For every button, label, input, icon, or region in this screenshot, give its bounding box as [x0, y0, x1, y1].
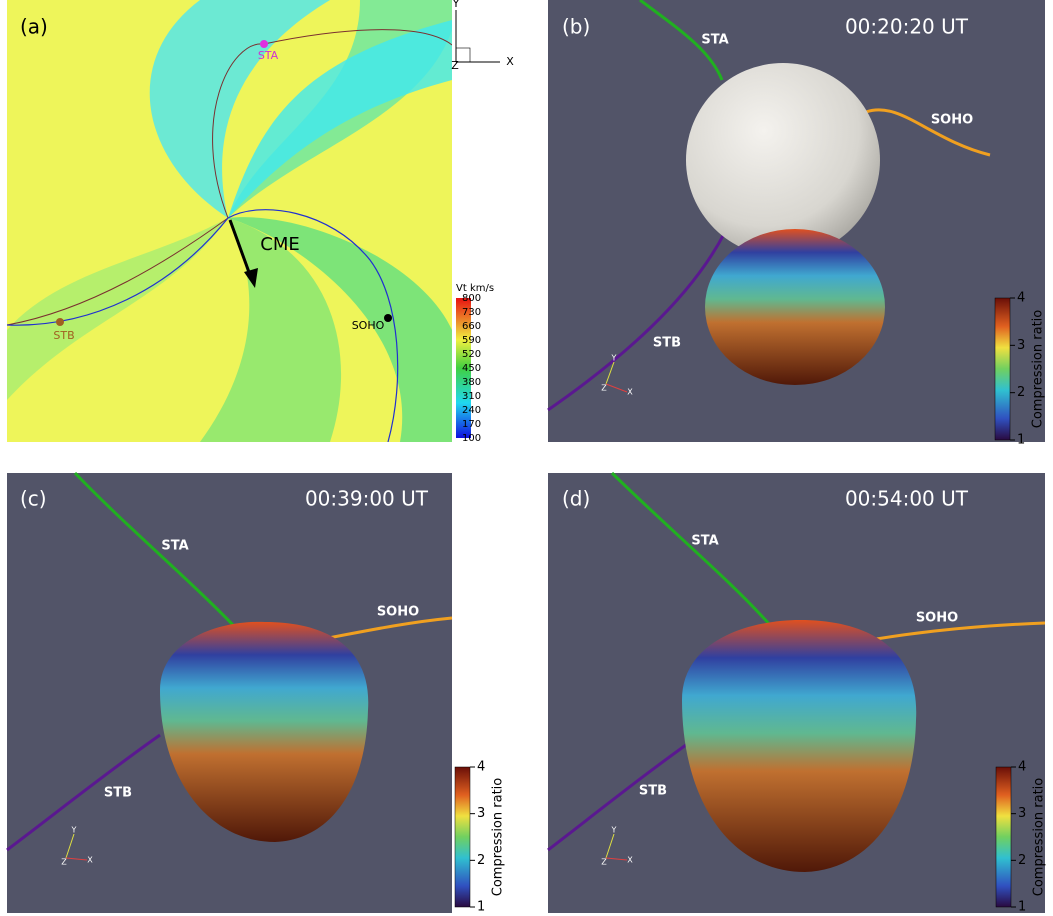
triad-axis	[65, 833, 75, 859]
axis-label: X	[506, 55, 514, 68]
colorbar-title: Compression ratio	[1031, 310, 1046, 429]
spacecraft-label: SOHO	[916, 611, 958, 626]
colorbar-tick-label: 2	[1018, 853, 1026, 868]
timestamp: 00:39:00 UT	[305, 487, 429, 511]
timestamp: 00:20:20 UT	[845, 15, 969, 39]
colorbar-title: Compression ratio	[1032, 778, 1047, 897]
colorbar-tick-label: 450	[462, 363, 481, 374]
annotation: CME	[260, 234, 299, 255]
triad-axis	[605, 833, 615, 859]
spacecraft-label: STB	[653, 336, 681, 351]
spacecraft-label: SOHO	[352, 319, 385, 332]
colorbar-tick-label: 100	[462, 433, 481, 444]
panel-c-scene	[6, 471, 453, 852]
panel-label: (a)	[20, 15, 48, 39]
colorbar-tick-label: 380	[462, 377, 481, 388]
colorbar-tick-label: 310	[462, 391, 481, 402]
triad-axis	[65, 857, 88, 861]
spacecraft-label: SOHO	[931, 113, 973, 128]
colorbar	[994, 297, 1011, 441]
colorbar	[456, 298, 471, 438]
colorbar-tick-label: 2	[1017, 385, 1025, 400]
colorbar-title: Vt km/s	[456, 283, 494, 294]
spacecraft-label: SOHO	[377, 605, 419, 620]
panel-label: (b)	[562, 15, 590, 39]
timestamp: 00:54:00 UT	[845, 487, 969, 511]
colorbar-tick-label: 800	[462, 293, 481, 304]
panel-a-map	[7, 0, 452, 442]
panel-b-scene	[547, 0, 991, 412]
spacecraft-label: STB	[53, 329, 74, 342]
axis-label: Y	[71, 826, 77, 835]
colorbar-tick-label: 1	[1018, 900, 1026, 915]
colorbar-tick-label: 520	[462, 349, 481, 360]
colorbar-tick-label: 590	[462, 335, 481, 346]
colorbar-title: Compression ratio	[491, 778, 506, 897]
colorbar-tick-label: 1	[477, 900, 485, 915]
axis-label: X	[87, 856, 93, 865]
panel-label: (c)	[20, 487, 47, 511]
colorbar	[454, 766, 471, 908]
colorbar-tick-label: 240	[462, 405, 481, 416]
colorbar-tick-label: 3	[1017, 338, 1025, 353]
spacecraft-label: STB	[104, 786, 132, 801]
colorbar-tick-label: 4	[1017, 291, 1025, 306]
colorbar-tick-label: 170	[462, 419, 481, 430]
axis-label: Z	[601, 384, 607, 393]
axis-label: Z	[451, 59, 459, 72]
triad-axis	[605, 383, 628, 393]
panel-a-triad	[455, 10, 500, 63]
panel-d-scene	[547, 471, 1046, 872]
spacecraft-label: STA	[701, 33, 728, 48]
colorbar-tick-label: 3	[1018, 806, 1026, 821]
axis-label: X	[627, 388, 633, 397]
colorbar-tick-label: 4	[477, 760, 485, 775]
axis-label: Y	[611, 354, 617, 363]
axis-label: Z	[61, 858, 67, 867]
spacecraft-label: STA	[691, 534, 718, 549]
spacecraft-label: STA	[258, 49, 279, 62]
colorbar-tick-label: 4	[1018, 760, 1026, 775]
panel-label: (d)	[562, 487, 590, 511]
colorbar-tick-label: 730	[462, 307, 481, 318]
triad-axis	[605, 857, 628, 861]
colorbar-tick-label: 3	[477, 806, 485, 821]
colorbar-tick-label: 1	[1017, 433, 1025, 448]
colorbar-tick-label: 660	[462, 321, 481, 332]
axis-label: Y	[611, 826, 617, 835]
colorbar	[995, 766, 1012, 908]
spacecraft-label: STA	[161, 539, 188, 554]
axis-label: Z	[601, 858, 607, 867]
colorbar-tick-label: 2	[477, 853, 485, 868]
axis-label: X	[627, 856, 633, 865]
spacecraft-label: STB	[639, 784, 667, 799]
axis-label: Y	[452, 0, 460, 10]
triad-axis	[605, 361, 615, 385]
